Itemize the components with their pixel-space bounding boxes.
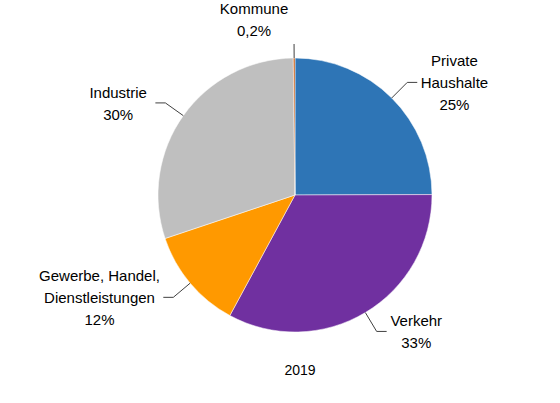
svg-text:PrivateHaushalte25%: PrivateHaushalte25% [421,52,489,113]
svg-text:Kommune0,2%: Kommune0,2% [220,0,288,39]
svg-text:Verkehr33%: Verkehr33% [390,312,442,351]
svg-text:Industrie30%: Industrie30% [89,83,147,122]
html-text:2019: 2019 [284,362,316,378]
svg-text:Gewerbe, Handel,Dienstleistung: Gewerbe, Handel,Dienstleistungen12% [39,267,160,328]
